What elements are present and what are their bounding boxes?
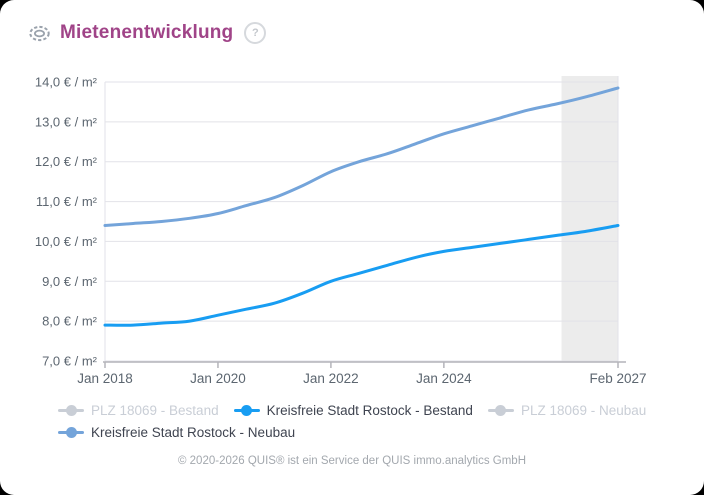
legend-item-plz-18069-bestand[interactable]: PLZ 18069 - Bestand bbox=[58, 402, 219, 418]
legend-item-rostock-bestand[interactable]: Kreisfreie Stadt Rostock - Bestand bbox=[233, 402, 473, 418]
chart-legend: PLZ 18069 - Bestand Kreisfreie Stadt Rost… bbox=[58, 402, 683, 440]
legend-marker-plz-18069-bestand bbox=[58, 404, 84, 416]
series-line-rostock-neubau bbox=[103, 86, 620, 227]
y-tick-label: 8,0 € / m² bbox=[42, 314, 98, 329]
x-tick-label: Feb 2027 bbox=[589, 371, 646, 386]
x-tick-label: Jan 2018 bbox=[77, 371, 133, 386]
chart-header: Mietenentwicklung ? bbox=[28, 22, 267, 44]
y-tick-label: 10,0 € / m² bbox=[35, 234, 98, 249]
x-tick-label: Jan 2022 bbox=[303, 371, 359, 386]
y-tick-label: 14,0 € / m² bbox=[35, 75, 98, 90]
y-tick-label: 12,0 € / m² bbox=[35, 154, 98, 169]
copyright-footer: © 2020-2026 QUIS® ist ein Service der QU… bbox=[177, 455, 526, 467]
x-tick-label: Jan 2024 bbox=[416, 371, 472, 386]
y-tick-label: 13,0 € / m² bbox=[35, 114, 98, 129]
y-tick-label: 9,0 € / m² bbox=[42, 274, 98, 289]
page-title: Mietenentwicklung bbox=[60, 22, 234, 43]
legend-item-plz-18069-neubau[interactable]: PLZ 18069 - Neubau bbox=[487, 402, 647, 418]
legend-label: PLZ 18069 - Bestand bbox=[91, 402, 219, 418]
legend-label: Kreisfreie Stadt Rostock - Bestand bbox=[266, 402, 473, 418]
legend-marker-rostock-bestand bbox=[233, 404, 260, 416]
coin-icon bbox=[28, 24, 51, 43]
legend-label: PLZ 18069 - Neubau bbox=[520, 402, 647, 418]
y-tick-label: 7,0 € / m² bbox=[42, 354, 98, 369]
y-tick-label: 11,0 € / m² bbox=[36, 194, 98, 209]
legend-item-rostock-neubau[interactable]: Kreisfreie Stadt Rostock - Neubau bbox=[58, 424, 295, 440]
legend-marker-plz-18069-neubau bbox=[487, 404, 514, 416]
x-tick-label: Jan 2020 bbox=[190, 371, 246, 386]
forecast-band bbox=[561, 76, 618, 361]
legend-label: Kreisfreie Stadt Rostock - Neubau bbox=[91, 424, 296, 440]
help-icon[interactable]: ? bbox=[244, 22, 267, 44]
legend-marker-rostock-neubau bbox=[58, 426, 84, 438]
series-line-rostock-bestand bbox=[103, 224, 620, 327]
